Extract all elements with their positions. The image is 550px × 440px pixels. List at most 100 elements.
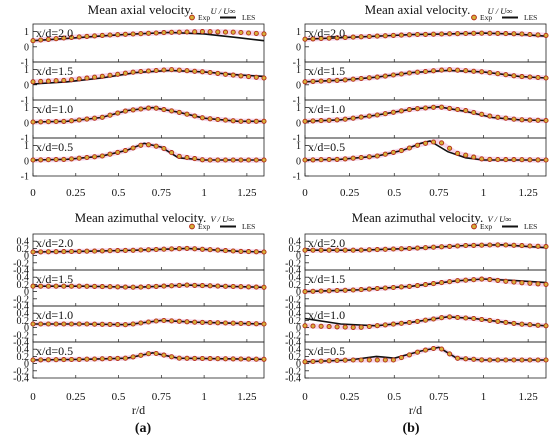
panel-x/d=2.0: 1 0 -1 x/d=2.0 [293,23,549,69]
exp-point [358,154,364,161]
exp-point [543,32,549,38]
exp-point [527,74,533,80]
x-tick-label: 1.25 [237,391,257,403]
legend-les-label: LES [242,13,255,22]
exp-point [153,143,159,149]
exp-point [463,68,469,74]
exp-point [487,357,493,363]
exp-point [76,34,82,40]
y-tick-label: 0.2 [289,244,302,255]
exp-point [350,287,356,293]
exp-point [207,283,213,289]
exp-point [207,320,213,326]
y-tick-label: 0 [296,118,301,129]
exp-point [519,74,525,80]
exp-point [422,245,429,251]
exp-point [153,283,159,289]
exp-point [430,104,437,110]
exp-point [45,157,51,163]
exp-point [68,118,75,124]
exp-point [76,117,82,123]
exp-point [495,30,501,36]
y-tick-label: -0.2 [285,330,301,341]
exp-point [382,151,388,157]
exp-point [455,278,461,284]
exp-point [192,282,198,288]
exp-point [302,79,308,85]
exp-point [92,154,98,160]
x-tick-label: 0.75 [429,391,449,403]
exp-point [471,109,477,116]
y-tick-label: -0.4 [285,374,301,385]
exp-point [130,107,136,113]
exp-point [414,106,421,112]
legend-exp-label: Exp [480,13,492,22]
exp-point [53,283,59,289]
exp-point [192,156,198,162]
exp-point [310,323,316,329]
y-tick-label: -0.2 [13,366,29,377]
exp-point [390,32,396,38]
exp-point [192,319,198,325]
exp-uncertainty-band [33,105,264,125]
exp-point [406,107,412,113]
exp-point [115,32,121,38]
exp-point [122,322,128,328]
exp-point [390,284,396,291]
exp-point [84,356,90,362]
y-tick-label: 0 [24,287,29,298]
exp-point [61,357,67,363]
legend-exp-label: Exp [198,222,210,231]
exp-point [527,322,533,328]
exp-point [414,31,421,38]
exp-point [176,153,182,159]
exp-point [447,67,453,73]
exp-point [519,31,525,37]
exp-point [543,281,549,287]
exp-point [107,284,113,290]
x-tick-label: 1 [201,391,207,403]
exp-point [76,356,82,362]
exp-point [519,157,525,163]
y-tick-label: -0.4 [13,302,29,313]
exp-point [326,247,332,253]
panel-label: x/d=2.0 [308,236,345,250]
exp-point [68,321,75,327]
exp-point [503,357,509,363]
exp-point [439,346,445,352]
exp-point [334,35,340,41]
y-tick-label: 0 [24,156,29,167]
exp-point [455,150,461,156]
exp-point [253,284,259,290]
exp-point [447,279,453,285]
x-tick-label: 0.25 [340,187,360,199]
exp-point [99,153,105,159]
exp-point [358,114,364,120]
exp-point [122,108,128,114]
panel-x/d=2.0: 1 0 -1 x/d=2.0 [21,23,267,69]
exp-point [318,157,324,163]
les-line [305,243,547,251]
exp-point [38,119,44,125]
exp-point [130,31,136,37]
exp-point [430,31,437,37]
exp-point [326,288,332,294]
exp-point [358,75,364,82]
chart-title: Mean azimuthal velocity. [352,210,484,225]
exp-point [138,284,144,290]
exp-point [471,30,477,36]
exp-point [38,157,44,163]
x-tick-label: 1 [481,187,487,199]
exp-point [222,117,229,123]
exp-point [153,350,159,357]
exp-point [511,279,517,285]
y-tick-label: 0.2 [17,352,30,363]
exp-point [342,247,348,253]
y-tick-label: 1 [24,141,29,152]
exp-point [382,111,388,117]
exp-point [169,354,175,360]
exp-point [207,116,213,122]
exp-point [543,157,549,163]
exp-point [230,157,236,163]
exp-point [463,356,469,362]
